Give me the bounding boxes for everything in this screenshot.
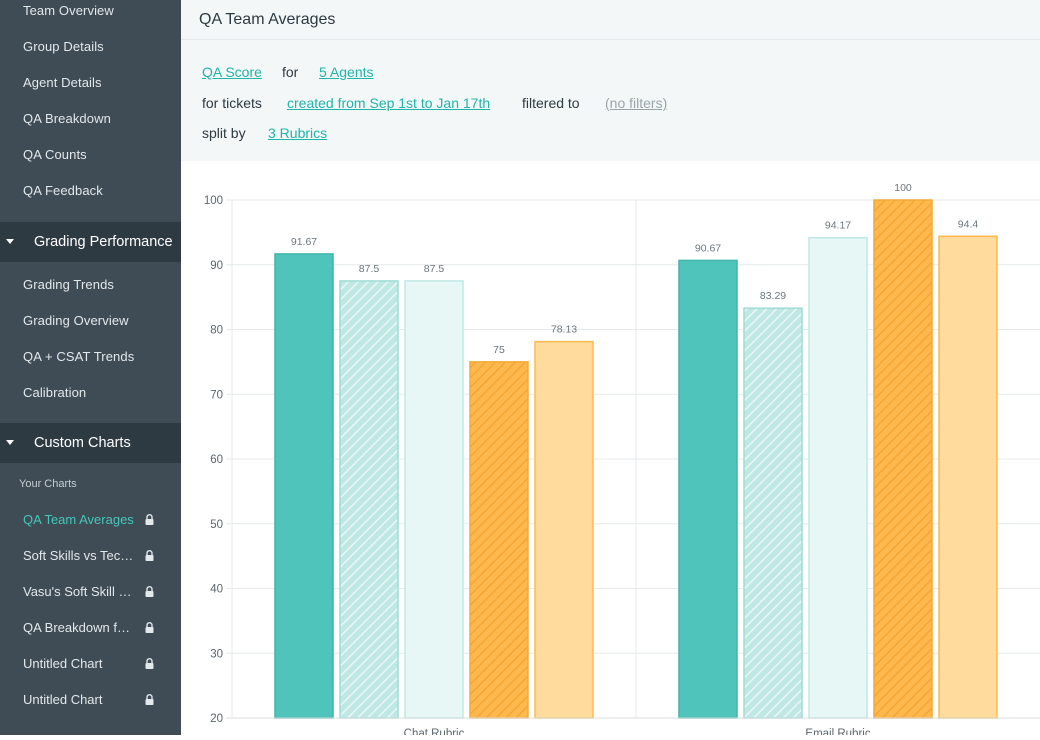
query-builder: QA Score for 5 Agents for tickets create…	[181, 40, 1040, 161]
bar-value-label: 83.29	[760, 290, 786, 302]
bar	[404, 280, 464, 719]
nav-item-qa-breakdown[interactable]: QA Breakdown	[23, 111, 111, 126]
bar-value-label: 94.17	[825, 220, 851, 232]
y-tick-label: 30	[210, 648, 223, 660]
bar-value-label: 87.5	[424, 263, 445, 275]
chart-link-untitled-chart-1[interactable]: Untitled Chart	[23, 656, 103, 671]
y-tick-label: 90	[210, 260, 223, 272]
y-tick-label: 50	[210, 519, 223, 531]
bar	[873, 199, 933, 719]
chart-link-vasus-soft-skill[interactable]: Vasu's Soft Skill Chart	[23, 584, 135, 599]
caret-down-icon	[6, 440, 14, 445]
bar-value-label: 94.4	[958, 218, 979, 230]
bar	[808, 236, 868, 719]
nav-item-calibration[interactable]: Calibration	[23, 385, 87, 400]
query-text-for-tickets: for tickets	[202, 95, 262, 111]
y-tick-label: 80	[210, 325, 223, 337]
bar	[678, 259, 738, 719]
query-text-filtered-to: filtered to	[522, 95, 580, 111]
y-tick-label: 20	[210, 713, 223, 725]
nav-item-qa-csat-trends[interactable]: QA + CSAT Trends	[23, 349, 135, 364]
agents-selector-link[interactable]: 5 Agents	[319, 64, 374, 80]
section-header-grading-performance[interactable]: Grading Performance	[0, 222, 181, 262]
lock-icon	[145, 694, 154, 705]
bar-value-label: 100	[894, 182, 912, 194]
bar-value-label: 78.13	[551, 324, 577, 336]
bar	[339, 280, 399, 719]
bar-value-label: 75	[493, 344, 505, 356]
chart-link-soft-skills-vs-technical[interactable]: Soft Skills vs Technical	[23, 548, 135, 563]
lock-icon	[145, 550, 154, 561]
split-selector-link[interactable]: 3 Rubrics	[268, 125, 328, 141]
bar-chart: 91.67 87.5 87.5 75 78.13 90.67 83.29 94.17 100 94…	[204, 182, 1040, 740]
metric-selector-link[interactable]: QA Score	[202, 64, 262, 80]
chart-link-qa-team-averages[interactable]: QA Team Averages	[23, 512, 134, 527]
lock-icon	[145, 586, 154, 597]
lock-icon	[145, 514, 154, 525]
y-tick-label: 70	[210, 389, 223, 401]
bar	[743, 307, 803, 719]
section-header-custom-charts[interactable]: Custom Charts	[0, 423, 181, 463]
sidebar: Team Overview Group Details Agent Detail…	[0, 0, 181, 735]
section-label: Grading Performance	[34, 234, 173, 250]
page-header: QA Team Averages	[181, 0, 1040, 40]
page-title: QA Team Averages	[199, 11, 336, 28]
caret-down-icon	[6, 239, 14, 244]
date-range-selector-link[interactable]: created from Sep 1st to Jan 17th	[287, 95, 491, 111]
chart-link-untitled-chart-2[interactable]: Untitled Chart	[23, 692, 103, 707]
chart-link-qa-breakdown-for[interactable]: QA Breakdown for Team	[23, 620, 135, 635]
your-charts-heading: Your Charts	[19, 478, 77, 490]
bar-value-label: 90.67	[695, 242, 721, 254]
bar-value-label: 87.5	[359, 263, 380, 275]
nav-item-agent-details[interactable]: Agent Details	[23, 75, 102, 90]
nav-item-team-overview[interactable]: Team Overview	[23, 3, 114, 18]
bar-value-label: 91.67	[291, 236, 317, 248]
bar	[469, 361, 529, 719]
x-category-label: Email Rubric	[805, 728, 870, 735]
y-tick-label: 40	[210, 584, 223, 596]
nav-item-group-details[interactable]: Group Details	[23, 39, 104, 54]
query-text-for: for	[282, 64, 299, 80]
nav-item-qa-counts[interactable]: QA Counts	[23, 147, 87, 162]
bar	[274, 253, 334, 719]
nav-item-grading-trends[interactable]: Grading Trends	[23, 277, 115, 292]
lock-icon	[145, 658, 154, 669]
x-category-label: Chat Rubric	[404, 728, 465, 735]
nav-item-grading-overview[interactable]: Grading Overview	[23, 313, 129, 328]
nav-item-qa-feedback[interactable]: QA Feedback	[23, 183, 103, 198]
y-tick-label: 100	[204, 195, 223, 207]
chart-area: 91.67 87.5 87.5 75 78.13 90.67 83.29 94.17 100 94…	[181, 161, 1040, 740]
bar	[938, 235, 998, 719]
query-text-split-by: split by	[202, 125, 246, 141]
y-tick-label: 60	[210, 454, 223, 466]
filters-selector-link[interactable]: (no filters)	[605, 95, 668, 111]
bar	[534, 340, 594, 719]
lock-icon	[145, 622, 154, 633]
section-label: Custom Charts	[34, 435, 131, 451]
